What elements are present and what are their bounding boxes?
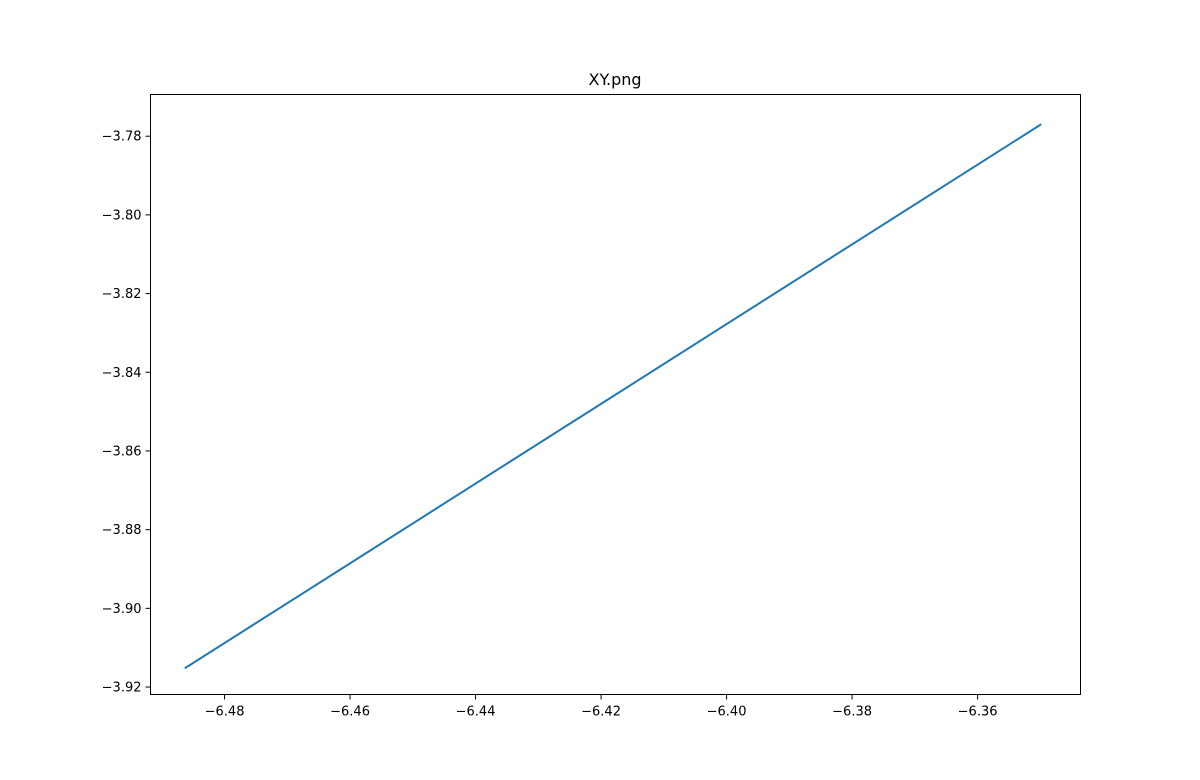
y-tick-label: −3.84 (102, 366, 142, 381)
x-tick-label: −6.46 (330, 705, 370, 720)
x-tick-label: −6.48 (205, 705, 245, 720)
y-tick-label: −3.92 (102, 681, 142, 696)
x-tick-label: −6.36 (958, 705, 998, 720)
y-tick-label: −3.78 (102, 130, 142, 145)
chart-title: XY.png (588, 70, 641, 89)
x-tick-label: −6.40 (707, 705, 747, 720)
series-line-0 (184, 123, 1042, 670)
y-tick-label: −3.80 (102, 208, 142, 223)
y-tick-label: −3.90 (102, 602, 142, 617)
y-tick-label: −3.86 (102, 444, 142, 459)
y-axis: −3.92 −3.90 −3.88 −3.86 −3.84 −3.82 −3.80 −3.78 (102, 130, 151, 696)
y-tick-label: −3.88 (102, 523, 142, 538)
plot-area (184, 123, 1042, 670)
x-tick-label: −6.38 (832, 705, 872, 720)
x-axis: −6.48 −6.46 −6.44 −6.42 −6.40 −6.38 −6.36 (205, 694, 998, 720)
x-tick-label: −6.42 (581, 705, 621, 720)
x-tick-label: −6.44 (456, 705, 496, 720)
axes-frame (150, 94, 1081, 695)
y-tick-label: −3.82 (102, 287, 142, 302)
